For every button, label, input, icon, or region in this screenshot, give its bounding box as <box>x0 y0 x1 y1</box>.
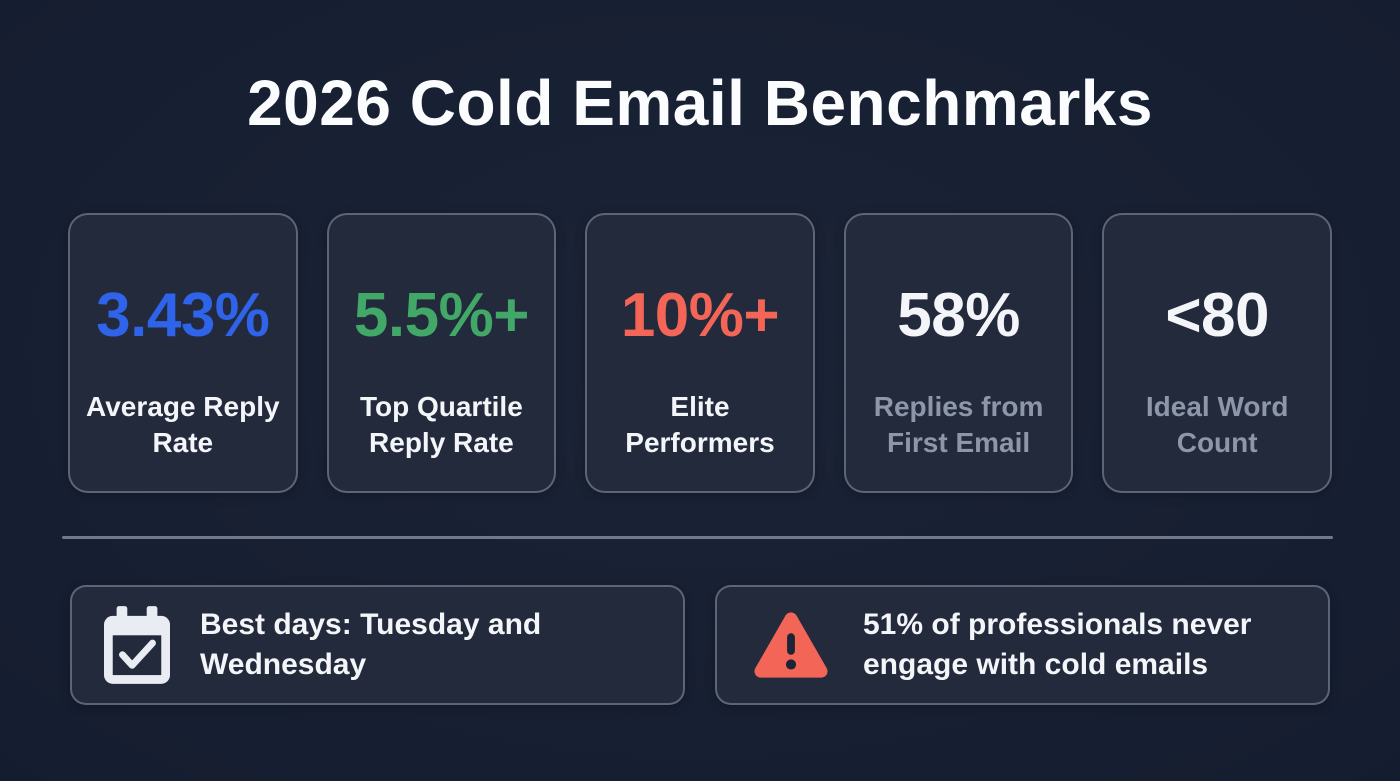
stats-row: 3.43% Average Reply Rate 5.5%+ Top Quart… <box>68 213 1332 493</box>
note-card-best-days: Best days: Tuesday and Wednesday <box>70 585 685 705</box>
stat-value: 5.5%+ <box>353 281 530 350</box>
note-text: 51% of professionals never engage with c… <box>863 608 1252 681</box>
section-divider <box>62 536 1333 539</box>
stat-card-replies-from-first-email: 58% Replies from First Email <box>843 213 1074 493</box>
stat-card-elite-performers: 10%+ Elite Performers <box>585 213 815 493</box>
stat-value: <80 <box>1165 281 1269 350</box>
stat-card-ideal-word-count: <80 Ideal Word Count <box>1102 213 1332 493</box>
stat-label: Elite Performers <box>625 391 775 459</box>
note-text: Best days: Tuesday and Wednesday <box>200 608 542 681</box>
stat-card-average-reply-rate: 3.43% Average Reply Rate <box>68 213 298 493</box>
stat-card-top-quartile-reply-rate: 5.5%+ Top Quartile Reply Rate <box>326 213 557 493</box>
page-title: 2026 Cold Email Benchmarks <box>247 67 1153 139</box>
stat-label: Replies from First Email <box>873 391 1044 459</box>
calendar-check-icon <box>104 606 170 684</box>
stat-label: Ideal Word Count <box>1145 391 1289 459</box>
stat-value: 10%+ <box>620 281 780 350</box>
note-card-engagement-warning: 51% of professionals never engage with c… <box>715 585 1330 705</box>
stat-label: Average Reply Rate <box>86 391 280 459</box>
stat-value: 58% <box>897 281 1020 350</box>
warning-icon <box>749 607 833 683</box>
stat-label: Top Quartile Reply Rate <box>359 391 523 459</box>
notes-row: Best days: Tuesday and Wednesday 51% of … <box>70 585 1330 705</box>
stat-value: 3.43% <box>96 281 270 350</box>
